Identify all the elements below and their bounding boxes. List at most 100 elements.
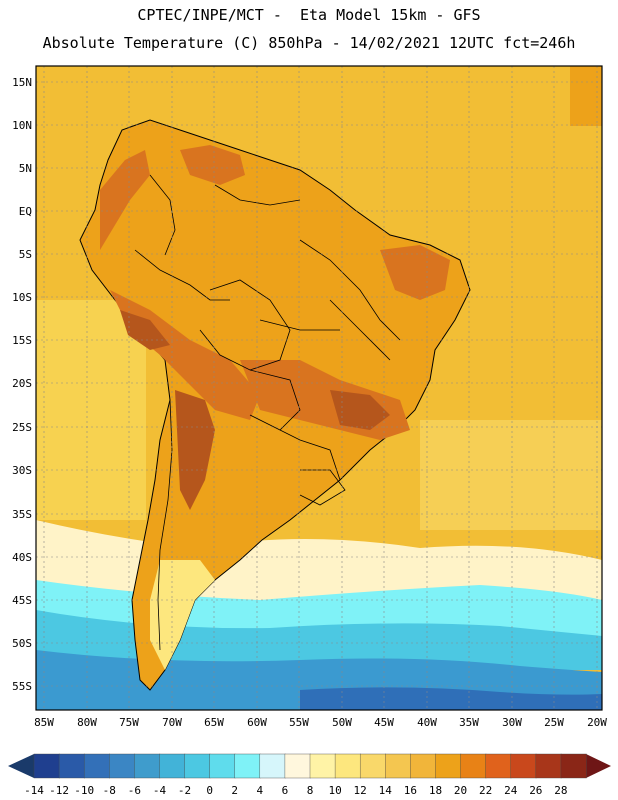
colorbar-swatch — [134, 753, 161, 779]
colorbar-low-arrow — [8, 754, 34, 778]
colorbar-swatch — [334, 753, 361, 779]
northeast-warm-zone — [570, 66, 602, 126]
colorbar-swatch — [58, 753, 85, 779]
map-title-line1: CPTEC/INPE/MCT - Eta Model 15km - GFS — [137, 6, 481, 24]
colorbar-label: 6 — [282, 784, 289, 797]
lon-label: 55W — [289, 716, 309, 729]
lon-label: 60W — [247, 716, 267, 729]
lon-label: 25W — [544, 716, 564, 729]
cold-band-4 — [300, 687, 602, 710]
lat-label: 15N — [12, 76, 32, 89]
map-field — [36, 66, 602, 710]
colorbar-label: 14 — [379, 784, 393, 797]
hot-venezuela — [180, 145, 245, 185]
colorbar-swatch — [234, 753, 261, 779]
colorbar-label: 28 — [554, 784, 567, 797]
graticule — [36, 66, 602, 710]
colorbar-swatch — [460, 753, 487, 779]
very-hot-southeast-brazil — [330, 390, 390, 430]
border-venezuela-brazil — [214, 184, 301, 206]
colorbar-swatch — [485, 753, 512, 779]
border-colombia-venezuela — [149, 174, 176, 256]
colorbar-label: -8 — [103, 784, 116, 797]
colorbar-label: -2 — [178, 784, 191, 797]
colorbar-swatch — [159, 753, 186, 779]
colorbar-swatch — [184, 753, 211, 779]
border-argentina-chile — [157, 399, 173, 651]
colorbar-swatch — [410, 753, 437, 779]
colorbar-high-arrow — [586, 754, 611, 778]
colorbar-swatch — [510, 753, 537, 779]
colorbar-label: -14 — [24, 784, 44, 797]
colorbar-label: -4 — [153, 784, 167, 797]
lon-label: 45W — [374, 716, 394, 729]
lat-label: 55S — [12, 680, 32, 693]
lat-label: 50S — [12, 637, 32, 650]
lat-label: 10N — [12, 119, 32, 132]
country-borders — [134, 174, 401, 651]
colorbar-label: 24 — [504, 784, 518, 797]
lon-label: 85W — [34, 716, 54, 729]
lat-label: 35S — [12, 508, 32, 521]
lat-label: 30S — [12, 464, 32, 477]
colorbar-swatch — [209, 753, 236, 779]
pacific-mild-zone — [36, 300, 146, 520]
colorbar-swatch — [385, 753, 412, 779]
lat-label: 20S — [12, 377, 32, 390]
lat-label: 10S — [12, 291, 32, 304]
colorbar-label: 26 — [529, 784, 542, 797]
colorbar-swatch — [309, 753, 336, 779]
colorbar-swatch — [83, 753, 110, 779]
colorbar-swatch — [284, 753, 311, 779]
lat-label: 15S — [12, 334, 32, 347]
lat-label: EQ — [19, 205, 32, 218]
colorbar-swatch — [109, 753, 136, 779]
colorbar-swatch — [259, 753, 286, 779]
colorbar-swatch — [33, 753, 60, 779]
patagonia-mild — [150, 560, 215, 670]
colorbar-label: -12 — [49, 784, 69, 797]
colorbar-label: -10 — [74, 784, 94, 797]
lon-label: 70W — [162, 716, 182, 729]
colorbar-label: 8 — [307, 784, 314, 797]
lon-label: 30W — [502, 716, 522, 729]
very-hot-chaco — [175, 390, 215, 510]
colorbar-label: 12 — [354, 784, 367, 797]
atlantic-mild-zone — [420, 420, 602, 530]
latitude-labels: 15N 10N 5N EQ 5S 10S 15S 20S 25S 30S 35S… — [12, 76, 32, 693]
border-brazil-states — [259, 239, 401, 361]
colorbar-swatch — [535, 753, 562, 779]
hot-northeast-brazil — [380, 245, 450, 300]
colorbar-label: 18 — [429, 784, 442, 797]
lon-label: 80W — [77, 716, 97, 729]
colorbar-swatch — [359, 753, 386, 779]
border-argentina-brazil — [279, 429, 341, 481]
lon-label: 65W — [204, 716, 224, 729]
lat-label: 5N — [19, 162, 32, 175]
colorbar-label: 2 — [231, 784, 238, 797]
colorbar-swatch — [435, 753, 462, 779]
map-title-line2: Absolute Temperature (C) 850hPa - 14/02/… — [42, 34, 576, 52]
colorbar-label: 4 — [257, 784, 264, 797]
border-paraguay — [249, 369, 301, 431]
colorbar-swatch — [560, 753, 587, 779]
lon-label: 35W — [459, 716, 479, 729]
lon-label: 50W — [332, 716, 352, 729]
hot-andes-north — [100, 150, 150, 250]
border-peru-brazil — [134, 249, 230, 301]
map-frame — [35, 65, 603, 711]
lat-label: 25S — [12, 421, 32, 434]
lat-label: 45S — [12, 594, 32, 607]
longitude-labels: 85W 80W 75W 70W 65W 60W 55W 50W 45W 40W … — [34, 716, 607, 729]
lat-label: 40S — [12, 551, 32, 564]
colorbar-label: -6 — [128, 784, 141, 797]
colorbar: -14 -12 -10 -8 -6 -4 -2 0 2 4 6 8 10 12 14 16 18 20 22 24 26… — [8, 753, 611, 797]
border-bolivia — [199, 279, 291, 371]
lon-label: 75W — [119, 716, 139, 729]
colorbar-label: 0 — [206, 784, 213, 797]
colorbar-label: 16 — [404, 784, 417, 797]
colorbar-label: 10 — [328, 784, 341, 797]
lat-label: 5S — [19, 248, 32, 261]
border-uruguay — [299, 469, 346, 506]
